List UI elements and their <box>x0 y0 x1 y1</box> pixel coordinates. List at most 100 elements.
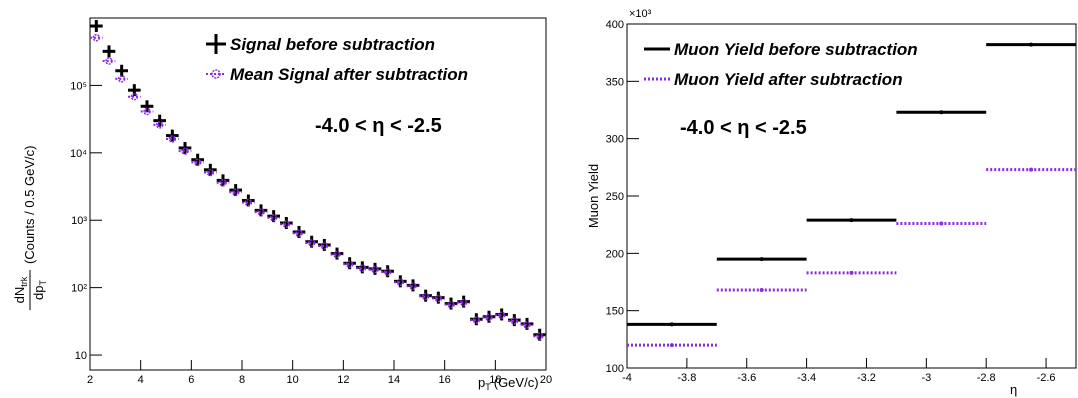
x-tick-label: 14 <box>388 374 400 386</box>
x-tick-label: 2 <box>87 374 93 386</box>
data-point <box>482 313 496 322</box>
data-point <box>508 317 521 325</box>
legend-label: Mean Signal after subtraction <box>230 65 468 84</box>
marker <box>155 121 164 129</box>
data-point <box>356 264 369 272</box>
data-point <box>90 20 103 33</box>
marker <box>117 75 126 83</box>
bin <box>896 110 987 115</box>
x-tick-label: -2.8 <box>977 372 996 384</box>
legend-symbol <box>206 69 226 79</box>
legend-symbol <box>206 34 226 54</box>
data-point <box>153 114 166 127</box>
x-sub: T <box>485 382 491 392</box>
data-point <box>305 239 318 247</box>
data-point <box>128 92 141 101</box>
numer-sub: trk <box>19 276 29 286</box>
data-point <box>394 278 407 287</box>
y-axis-label: dNtrk dpT (Counts / 0.5 GeV/c) <box>12 146 48 310</box>
y-exponent: ×10³ <box>629 8 652 20</box>
data-point <box>242 198 255 207</box>
data-point <box>166 135 179 143</box>
marker <box>307 239 316 247</box>
y-label-unit: (Counts / 0.5 GeV/c) <box>22 146 37 265</box>
y-tick-label: 10⁵ <box>70 80 87 92</box>
data-point <box>216 178 230 187</box>
right-panel: Muon Yield η ×10³ -4.0 < η < -2.5 -4 -3.8… <box>586 8 1077 397</box>
denom-sub: T <box>38 280 48 286</box>
data-point <box>495 311 508 319</box>
y-tick-label: 350 <box>606 76 624 88</box>
marker <box>472 316 481 324</box>
data-point <box>90 33 103 42</box>
data-point <box>115 64 128 77</box>
denom: dp <box>31 286 46 300</box>
data-point <box>520 321 534 329</box>
annotation: -4.0 < η < -2.5 <box>680 117 807 139</box>
data-point <box>318 242 331 250</box>
y-tick-label: 10³ <box>71 215 87 227</box>
data-point <box>406 282 420 290</box>
bin <box>716 288 807 293</box>
data-point <box>470 316 483 324</box>
x-tick-label: 4 <box>138 374 144 386</box>
bin <box>716 257 807 262</box>
marker <box>193 158 202 167</box>
bin <box>986 42 1076 47</box>
x-tick-label: -3.4 <box>797 372 816 384</box>
marker <box>1029 167 1034 172</box>
data-point <box>229 184 242 197</box>
marker <box>143 107 151 116</box>
marker <box>358 264 367 272</box>
marker <box>168 135 177 143</box>
data-point <box>533 332 546 341</box>
bin <box>627 343 717 348</box>
numer: dN <box>12 287 27 304</box>
x-tick-label: -2.6 <box>1037 372 1056 384</box>
x-unit: (GeV/c) <box>494 375 539 390</box>
bin <box>806 218 897 223</box>
marker <box>92 33 101 42</box>
data-point <box>457 298 470 307</box>
data-point <box>267 213 280 222</box>
data-point <box>140 107 154 116</box>
y-tick-label: 150 <box>606 306 624 318</box>
data-point <box>343 260 356 269</box>
data-point <box>102 57 116 65</box>
y-label-denominator: dpT <box>31 280 48 300</box>
marker <box>130 92 139 101</box>
marker <box>231 188 240 197</box>
marker <box>497 311 506 319</box>
x-tick-label: 10 <box>287 374 299 386</box>
x-tick-label: -3.2 <box>857 372 876 384</box>
data-point <box>242 194 255 207</box>
y-tick-label: 10² <box>71 283 87 295</box>
bin <box>896 221 987 226</box>
y-label-numerator: dNtrk <box>12 276 29 303</box>
marker <box>345 260 354 269</box>
marker <box>485 313 493 322</box>
annotation: -4.0 < η < -2.5 <box>315 115 442 137</box>
marker <box>849 270 854 275</box>
marker <box>459 298 468 307</box>
data-point <box>280 220 293 229</box>
marker <box>269 213 278 222</box>
legend-label: Muon Yield before subtraction <box>674 40 918 59</box>
legend-label: Muon Yield after subtraction <box>674 70 903 89</box>
x-axis-label: pT (GeV/c) <box>478 375 539 392</box>
marker <box>1029 42 1034 47</box>
data-point <box>229 188 242 197</box>
x-tick-label: -3 <box>921 372 931 384</box>
y-tick-label: 100 <box>606 363 624 375</box>
marker <box>105 57 113 65</box>
data-point <box>292 229 306 238</box>
data-point <box>102 45 116 58</box>
left-panel: dNtrk dpT (Counts / 0.5 GeV/c) pT (GeV/c)… <box>12 17 552 392</box>
marker <box>371 265 379 274</box>
x-tick-label: 16 <box>439 374 451 386</box>
x-tick-label: 18 <box>489 374 501 386</box>
data-point <box>330 250 344 259</box>
data-point <box>204 168 217 177</box>
marker <box>939 110 944 115</box>
x-tick-label: 12 <box>337 374 349 386</box>
